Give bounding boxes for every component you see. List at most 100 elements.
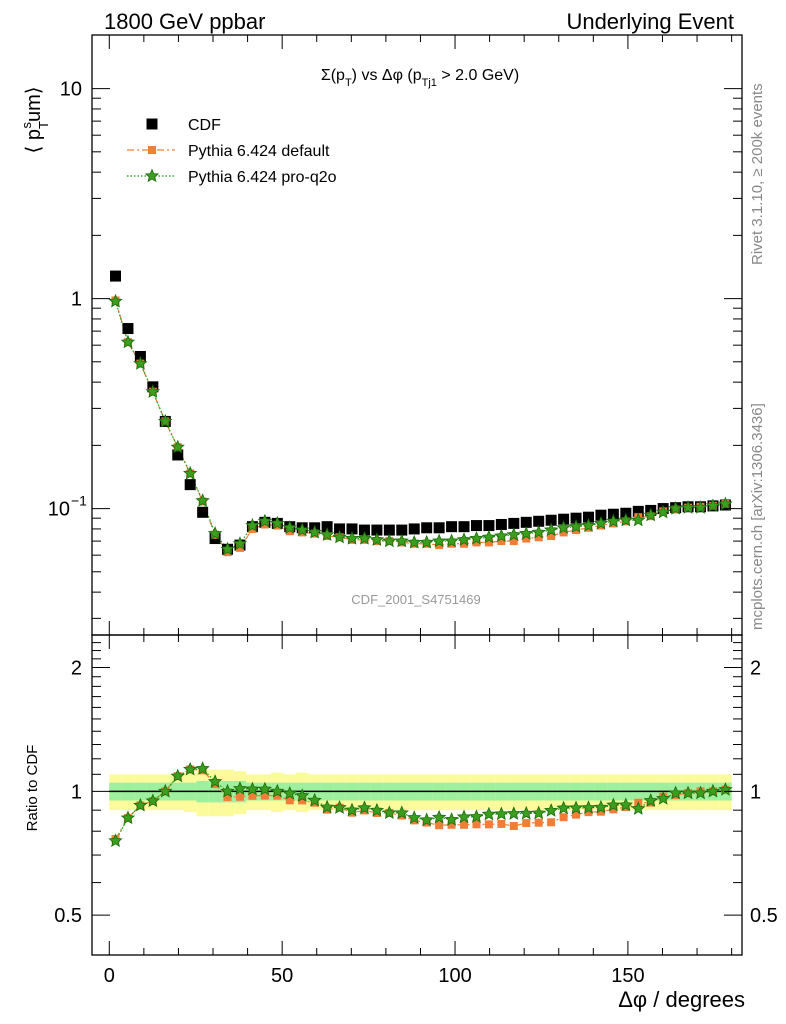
- y-axis-label-sub: T: [36, 121, 51, 129]
- ratio-point: [145, 793, 161, 808]
- data-point: [145, 384, 161, 398]
- plot-title-c: > 2.0 GeV): [437, 67, 519, 84]
- data-point: [618, 512, 634, 527]
- ratio-point: [506, 806, 521, 820]
- data-point: [122, 323, 134, 335]
- ratio-point: [235, 792, 244, 801]
- axis-ticks: [92, 35, 742, 956]
- data-point: [396, 524, 408, 536]
- data-point: [170, 439, 185, 454]
- y-axis-label: ⟨ pTsum⟩: [19, 86, 51, 153]
- data-point: [508, 517, 520, 529]
- ratio-point: [332, 800, 347, 814]
- ratio-point: [584, 808, 593, 817]
- data-point: [693, 500, 708, 514]
- ratio-point: [568, 800, 584, 815]
- data-point: [519, 526, 534, 540]
- y-tick-label-exponent: −1: [71, 493, 87, 509]
- data-point: [382, 533, 397, 548]
- data-point: [460, 539, 469, 548]
- ratio-point: [543, 803, 559, 817]
- y-tick-label: 10: [60, 79, 82, 101]
- x-tick-label: 100: [438, 965, 471, 987]
- data-point: [431, 533, 447, 548]
- ratio-point: [547, 818, 556, 827]
- ratio-point: [593, 799, 609, 814]
- ratio-point: [407, 810, 422, 824]
- ratio-plot-frame: [91, 634, 743, 956]
- plot-title-a-sub: T: [345, 77, 352, 89]
- data-point: [433, 522, 445, 534]
- ratio-point: [693, 785, 708, 800]
- ratio-point: [705, 783, 721, 798]
- data-point: [522, 534, 531, 543]
- data-point: [531, 524, 546, 539]
- ratio-tick-label-left: 1: [71, 781, 82, 803]
- legend: CDF Pythia 6.424 default Pythia 6.424 pro-…: [127, 117, 337, 186]
- legend-marker: [144, 168, 160, 183]
- ratio-point: [519, 805, 534, 820]
- ratio-point: [481, 806, 497, 821]
- plot-title-a: Σ(p: [321, 67, 345, 84]
- ratio-point: [394, 805, 409, 820]
- data-point: [456, 532, 472, 546]
- data-point: [133, 356, 148, 370]
- data-point: [534, 533, 543, 542]
- ratio-point: [559, 813, 568, 822]
- ratio-point: [435, 821, 444, 830]
- ratio-point: [285, 796, 294, 805]
- ratio-point: [668, 785, 683, 800]
- data-point: [497, 537, 506, 546]
- data-point: [680, 500, 696, 514]
- data-point: [321, 521, 333, 533]
- ratio-point: [484, 820, 493, 829]
- ratio-point: [260, 791, 269, 800]
- data-point: [407, 534, 422, 549]
- data-point: [220, 541, 235, 556]
- data-point: [295, 522, 310, 537]
- data-point: [332, 529, 347, 544]
- data-point: [307, 524, 322, 539]
- header-left: 1800 GeV ppbar: [104, 9, 265, 34]
- ratio-point: [220, 783, 235, 798]
- plot-title-b-sub: Tj1: [422, 77, 437, 89]
- header-right: Underlying Event: [566, 9, 734, 34]
- data-point: [484, 538, 493, 547]
- ratio-point: [195, 761, 210, 775]
- ratio-point: [431, 809, 447, 824]
- ratio-point: [382, 805, 397, 820]
- ratio-point: [170, 768, 185, 783]
- data-point: [285, 527, 294, 536]
- ratio-point: [270, 783, 285, 798]
- data-point: [319, 527, 335, 541]
- ratio-point: [207, 774, 223, 788]
- data-point: [108, 293, 123, 308]
- y-tick-label: 1: [71, 289, 82, 311]
- data-point: [458, 521, 470, 533]
- ratio-point: [257, 781, 273, 796]
- data-point: [606, 513, 621, 528]
- ratio-point: [120, 810, 136, 825]
- ratio-point: [357, 800, 372, 815]
- y-axis-label-sup: s: [19, 122, 34, 129]
- legend-label: Pythia 6.424 default: [188, 143, 330, 160]
- ratio-point: [606, 797, 621, 812]
- y-tick-label: 10: [48, 499, 70, 521]
- data-point: [183, 465, 198, 480]
- data-point: [494, 528, 509, 543]
- plot-title-b: ) vs Δφ (p: [352, 67, 422, 84]
- data-point: [444, 533, 459, 548]
- ratio-point: [509, 822, 518, 831]
- data-point: [705, 498, 721, 512]
- ratio-point: [534, 818, 543, 827]
- rivet-label: Rivet 3.1.10, ≥ 200k events: [749, 83, 766, 265]
- legend-marker: [146, 118, 158, 130]
- data-point: [371, 524, 383, 536]
- data-point: [470, 520, 482, 532]
- ratio-point: [158, 783, 173, 798]
- ratio-series-points: [108, 761, 733, 847]
- data-point: [197, 506, 209, 518]
- ratio-point: [245, 781, 260, 796]
- data-point: [506, 527, 521, 541]
